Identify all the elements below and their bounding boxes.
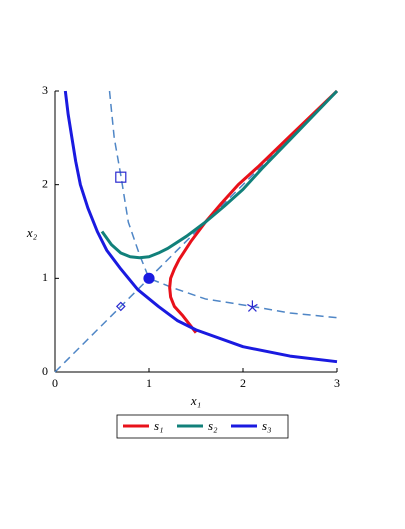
y-tick-label: 3 bbox=[42, 83, 48, 97]
x-tick-label: 2 bbox=[240, 376, 246, 390]
marker bbox=[115, 301, 126, 312]
x-tick-label: 1 bbox=[146, 376, 152, 390]
x-axis-label: x₁ bbox=[190, 393, 201, 408]
y-tick-label: 2 bbox=[42, 176, 48, 190]
series-line bbox=[63, 90, 338, 364]
marker bbox=[143, 272, 155, 284]
guide-line bbox=[108, 90, 338, 319]
legend-label: s₂ bbox=[208, 418, 218, 433]
marker bbox=[115, 171, 127, 183]
series-line bbox=[168, 89, 339, 334]
x-tick-label: 3 bbox=[334, 376, 340, 390]
legend-label: s₃ bbox=[262, 418, 272, 433]
y-tick-label: 0 bbox=[42, 364, 48, 378]
y-axis-label: x₂ bbox=[26, 225, 38, 240]
legend-label: s₁ bbox=[154, 418, 164, 433]
marker bbox=[247, 300, 258, 312]
x-tick-label: 0 bbox=[52, 376, 58, 390]
series-line bbox=[100, 89, 339, 260]
y-tick-label: 1 bbox=[42, 270, 48, 284]
